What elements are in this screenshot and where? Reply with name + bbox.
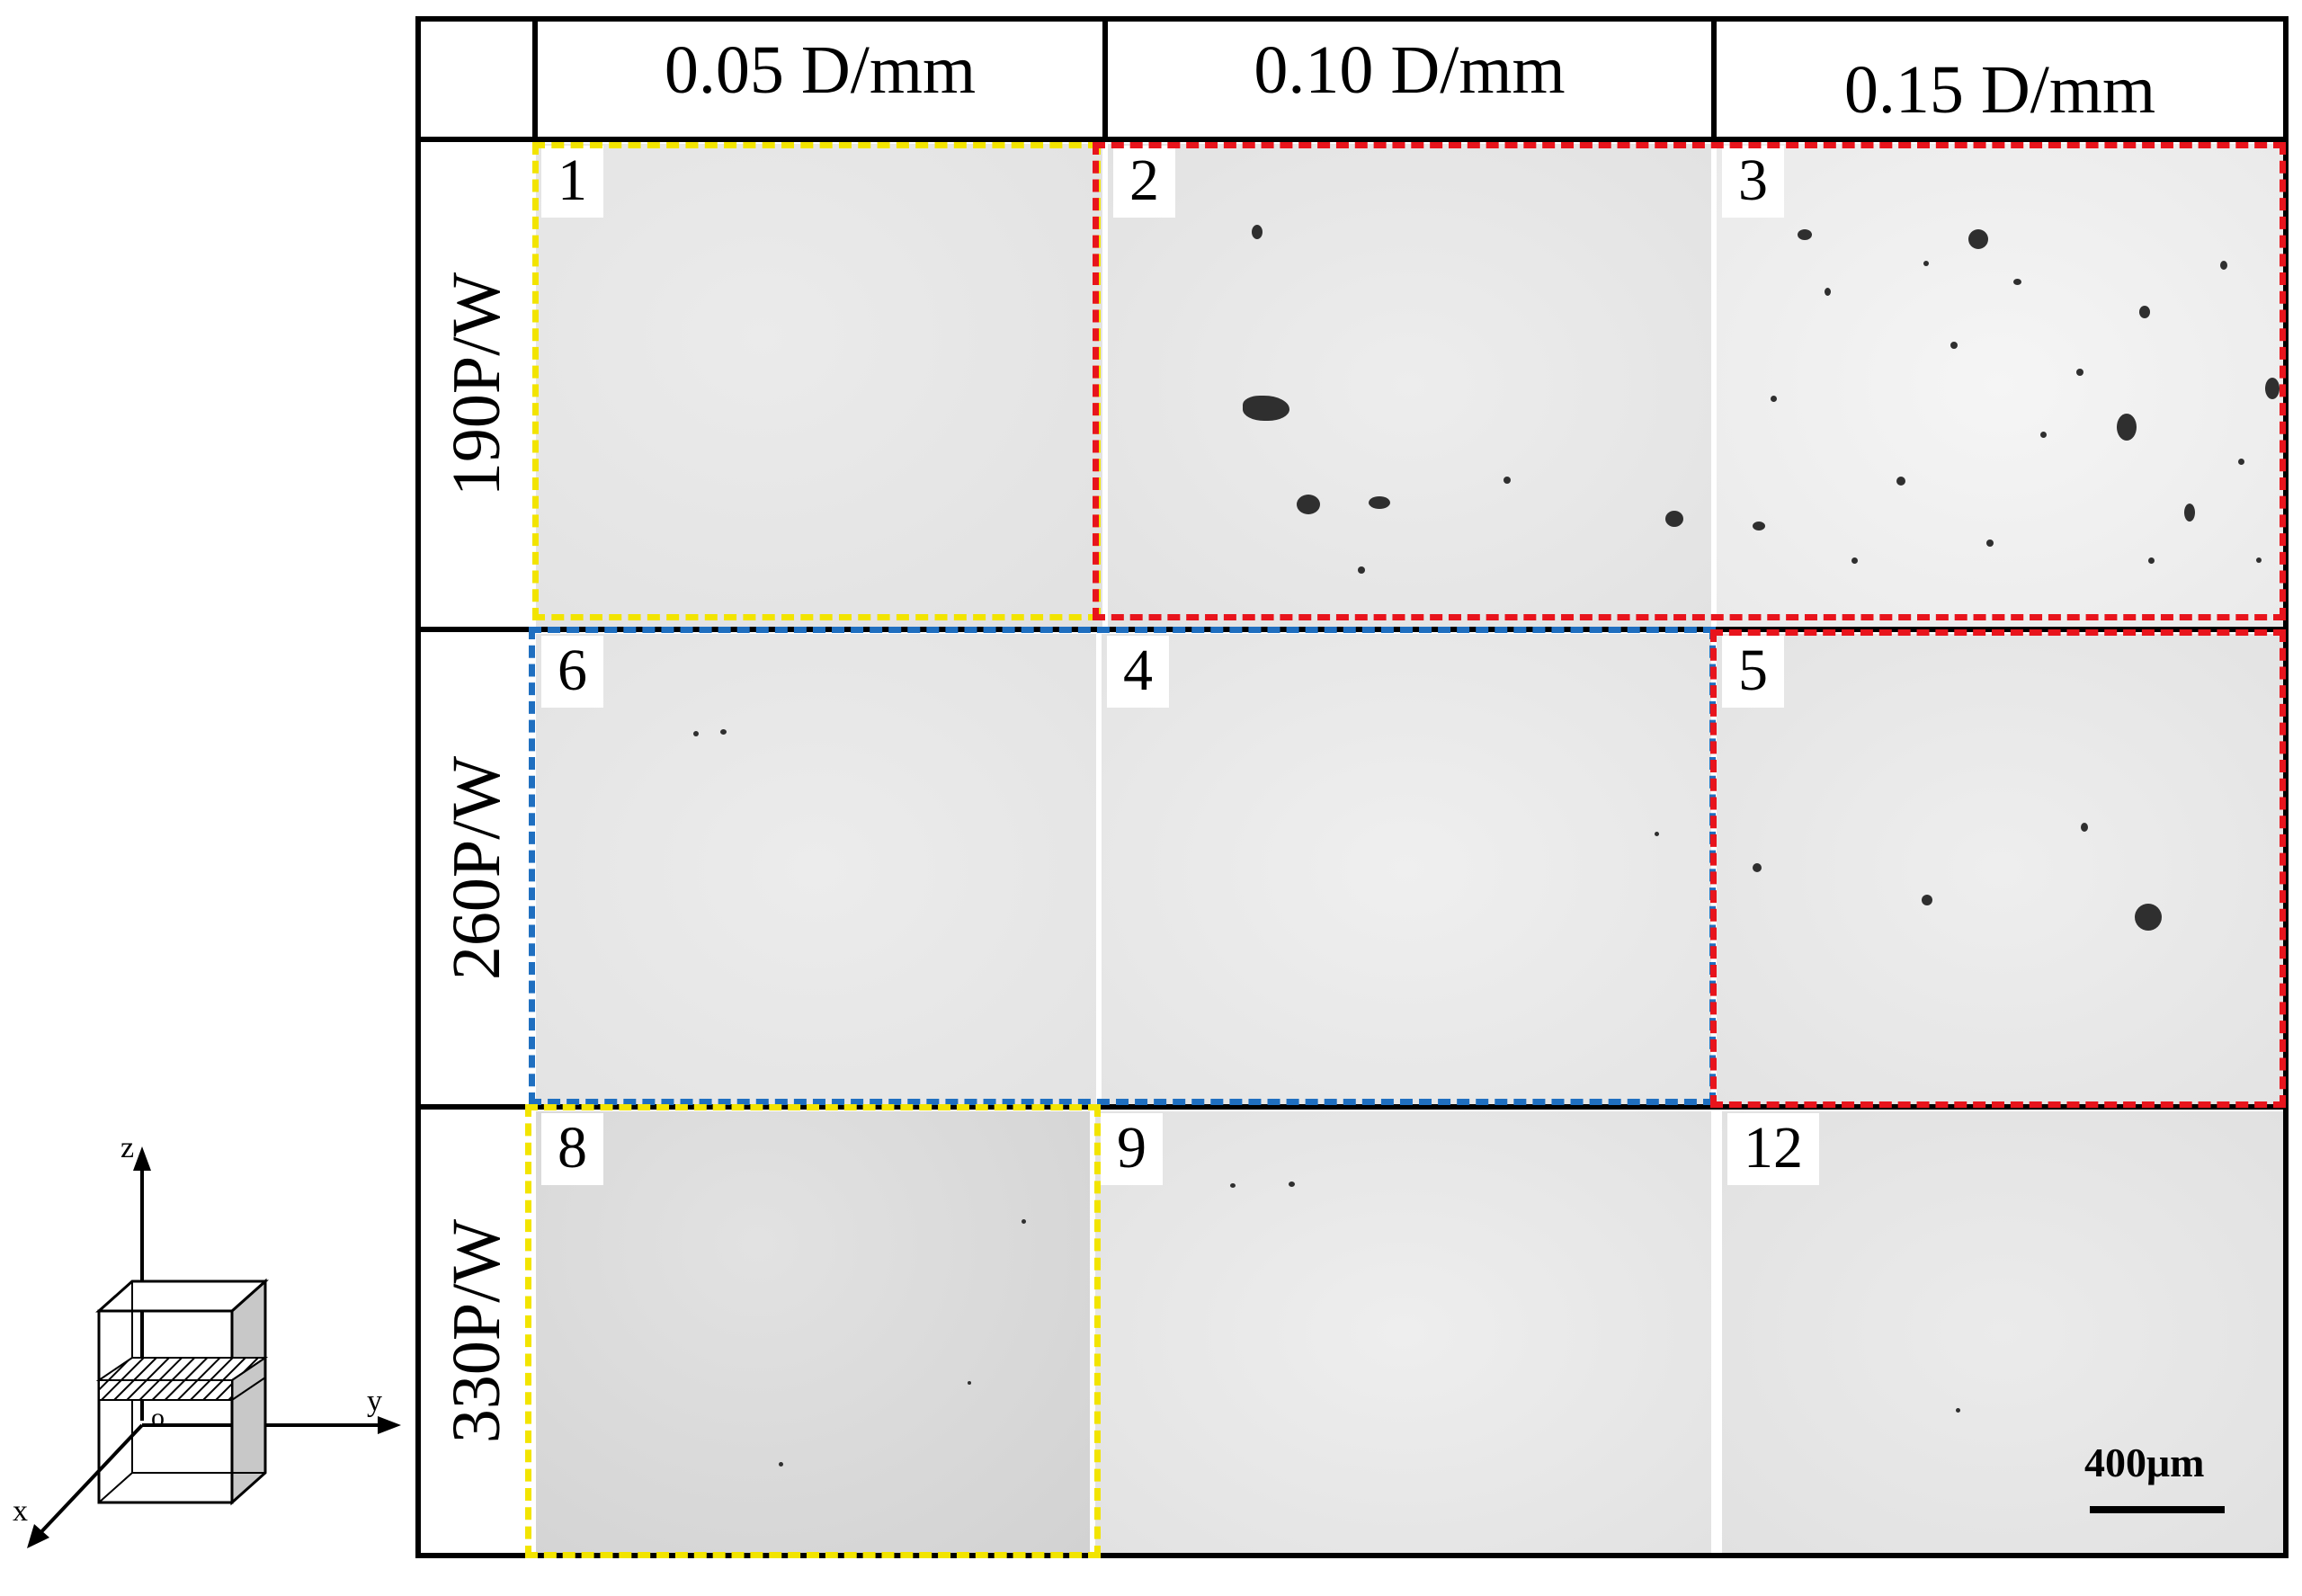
micrograph-panel-12: 12: [1722, 1111, 2283, 1553]
cube-right-face: [230, 1278, 267, 1506]
pore-defect: [1950, 342, 1958, 349]
table-border-bottom: [418, 1553, 2289, 1558]
pore-defect: [2220, 261, 2227, 270]
pore-defect: [1851, 557, 1858, 564]
micrograph-panel-5: 5: [1717, 634, 2283, 1104]
pore-defect: [1968, 229, 1988, 249]
y-axis-label: y: [367, 1385, 382, 1418]
pore-defect: [720, 729, 727, 735]
pore-defect: [1358, 566, 1365, 574]
pore-defect: [1297, 495, 1320, 514]
row-header-1: 190P/W: [439, 272, 515, 497]
panel-number: 1: [541, 146, 603, 218]
pore-defect: [2238, 459, 2244, 465]
panel-number: 8: [541, 1113, 603, 1185]
pore-defect: [1825, 288, 1831, 296]
pore-defect: [1923, 261, 1929, 266]
table-border-top: [418, 16, 2289, 22]
pore-defect: [1986, 539, 1994, 547]
panel-number: 4: [1107, 636, 1169, 708]
pore-defect: [1956, 1408, 1960, 1413]
pore-defect: [1665, 511, 1683, 527]
panel-number: 6: [541, 636, 603, 708]
panel-number: 3: [1722, 146, 1784, 218]
panel-number: 5: [1722, 636, 1784, 708]
section-plane: [98, 1379, 233, 1401]
pore-defect: [2076, 369, 2083, 376]
table-line-col1: [1102, 16, 1108, 142]
pore-defect: [1022, 1219, 1026, 1224]
pore-defect: [2040, 432, 2047, 438]
table-border-right: [2283, 16, 2289, 1558]
pore-defect: [779, 1462, 783, 1467]
pore-defect: [1753, 522, 1765, 531]
pore-defect: [2117, 414, 2137, 441]
z-arrow-head: [133, 1146, 151, 1171]
pore-defect: [1771, 396, 1777, 402]
pore-defect: [2265, 378, 2280, 399]
micrograph-panel-4: 4: [1102, 634, 1711, 1104]
row-header-2: 260P/W: [439, 755, 515, 981]
pore-defect: [2184, 504, 2195, 522]
pore-defect: [968, 1381, 971, 1385]
table-border-left: [415, 16, 421, 1558]
pore-defect: [1753, 863, 1762, 872]
table-line-col2: [1711, 16, 1717, 142]
table-line-row1: [418, 627, 2289, 632]
panel-number: 2: [1113, 146, 1175, 218]
coordinate-axes-diagram: z y x o: [0, 1106, 423, 1592]
pore-defect: [1230, 1183, 1236, 1188]
panel-number: 9: [1101, 1113, 1163, 1185]
pore-defect: [1369, 496, 1390, 509]
micrograph-panel-3: 3: [1717, 144, 2283, 627]
micrograph-panel-6: 6: [536, 634, 1096, 1104]
pore-defect: [2013, 279, 2021, 285]
y-arrow-head: [378, 1416, 401, 1434]
scale-bar-label: 400μm: [2084, 1440, 2205, 1485]
micrograph-panel-9: 9: [1095, 1111, 1711, 1553]
x-axis-label: x: [13, 1494, 28, 1528]
pore-defect: [1503, 477, 1511, 484]
axes-drawing: [27, 1146, 401, 1548]
micrograph-panel-1: 1: [536, 144, 1102, 627]
pore-defect: [2135, 904, 2162, 931]
table-line-row2: [418, 1104, 2289, 1110]
column-header-3: 0.15 D/mm: [1843, 51, 2156, 128]
x-arrow-head: [27, 1524, 49, 1548]
row-header-3: 330P/W: [439, 1218, 515, 1444]
column-header-2: 0.10 D/mm: [1254, 31, 1566, 108]
micrograph-panel-8: 8: [536, 1111, 1090, 1553]
micrograph-panel-2: 2: [1108, 144, 1711, 627]
z-axis-label: z: [120, 1131, 135, 1164]
pore-defect: [1896, 477, 1905, 486]
pore-defect: [2148, 557, 2155, 564]
origin-label: o: [151, 1403, 165, 1432]
pore-defect: [1243, 396, 1289, 421]
cube-front-face: [97, 1309, 234, 1504]
pore-defect: [1798, 229, 1812, 240]
x-axis: [34, 1423, 144, 1539]
pore-defect: [1655, 832, 1659, 836]
pore-defect: [1252, 225, 1263, 239]
table-line-header: [418, 137, 2289, 142]
pore-defect: [693, 731, 699, 736]
column-header-1: 0.05 D/mm: [664, 31, 977, 108]
scale-bar: [2090, 1506, 2225, 1513]
pore-defect: [2081, 823, 2088, 832]
pore-defect: [2139, 306, 2150, 318]
pore-defect: [1289, 1181, 1295, 1187]
panel-number: 12: [1727, 1113, 1819, 1185]
table-line-col0: [532, 16, 538, 142]
pore-defect: [1922, 895, 1932, 905]
pore-defect: [2256, 557, 2262, 563]
